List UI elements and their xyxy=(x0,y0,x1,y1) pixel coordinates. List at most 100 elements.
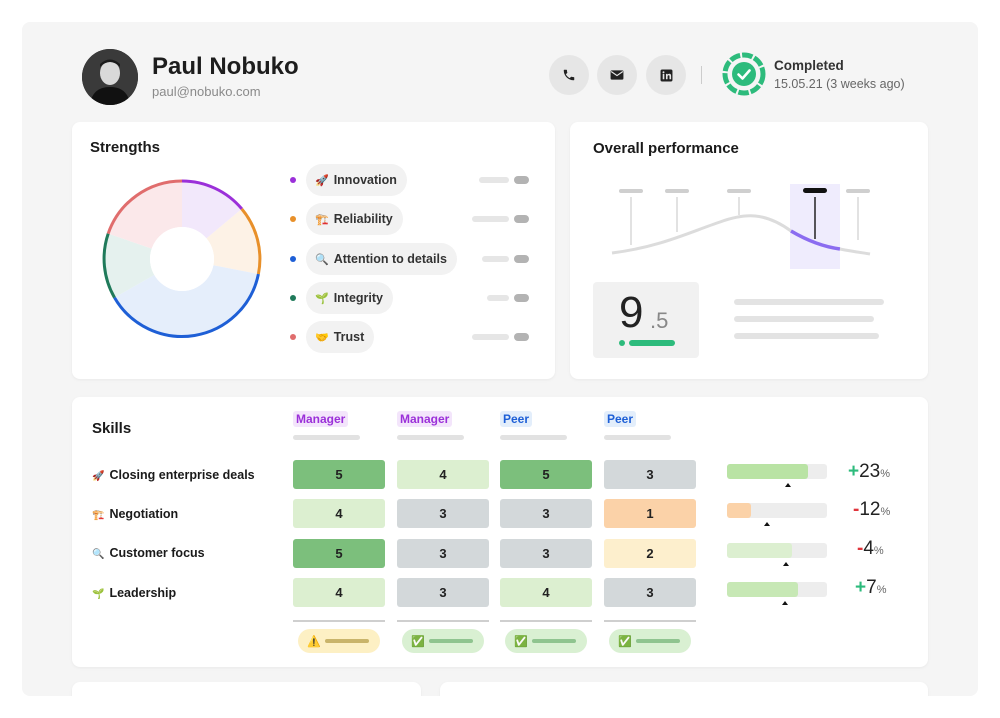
column-status-chip[interactable]: ✅ xyxy=(609,629,691,653)
score-cell[interactable]: 1 xyxy=(604,499,696,528)
column-header-manager: Manager xyxy=(293,411,349,427)
performance-curve-chart xyxy=(611,184,871,269)
skill-delta: +23% xyxy=(848,461,890,483)
placeholder-line xyxy=(734,299,884,305)
status-date: 15.05.21 (3 weeks ago) xyxy=(774,77,905,91)
skill-label-closing-deals: 🚀 Closing enterprise deals xyxy=(92,468,255,482)
seedling-icon: 🌱 xyxy=(315,292,329,305)
rocket-icon: 🚀 xyxy=(92,471,105,482)
score-cell[interactable]: 4 xyxy=(500,578,592,607)
score-cell[interactable]: 4 xyxy=(293,578,385,607)
skill-name: Customer focus xyxy=(109,546,205,560)
warning-icon: ⚠️ xyxy=(307,635,321,648)
status-title: Completed xyxy=(774,58,844,73)
rocket-icon: 🚀 xyxy=(315,174,329,187)
column-separator xyxy=(397,620,489,622)
progress-marker-icon xyxy=(783,562,789,566)
column-header-manager: Manager xyxy=(397,411,453,427)
column-underline xyxy=(397,435,464,440)
strengths-donut-chart xyxy=(102,179,262,338)
skills-title: Skills xyxy=(92,420,132,437)
score-cell[interactable]: 5 xyxy=(293,460,385,489)
delta-sign: + xyxy=(848,461,860,482)
strength-dot xyxy=(290,295,296,301)
strength-tag-trust[interactable]: 🤝 Trust xyxy=(306,321,375,353)
overall-score: 9 .5 xyxy=(593,282,699,358)
placeholder-line xyxy=(734,316,874,322)
phone-button[interactable] xyxy=(549,55,589,95)
score-cell[interactable]: 3 xyxy=(604,578,696,607)
check-icon: ✅ xyxy=(514,635,528,648)
delta-value: 7 xyxy=(866,577,877,598)
seedling-icon: 🌱 xyxy=(92,589,105,600)
score-cell[interactable]: 3 xyxy=(500,499,592,528)
score-cell[interactable]: 5 xyxy=(293,539,385,568)
avatar xyxy=(82,49,138,105)
strength-dot xyxy=(290,216,296,222)
progress-fill xyxy=(727,582,798,597)
skill-delta: -4% xyxy=(857,538,884,560)
strength-knob xyxy=(514,255,529,263)
review-page: Paul Nobuko paul@nobuko.com Completed 15… xyxy=(22,22,978,696)
column-underline xyxy=(500,435,567,440)
linkedin-button[interactable] xyxy=(646,55,686,95)
score-cell[interactable]: 3 xyxy=(397,539,489,568)
skill-label-customer-focus: 🔍 Customer focus xyxy=(92,546,205,560)
column-status-chip[interactable]: ✅ xyxy=(402,629,484,653)
mail-button[interactable] xyxy=(597,55,637,95)
score-cell[interactable]: 3 xyxy=(397,499,489,528)
magnifier-icon: 🔍 xyxy=(315,253,329,266)
chip-placeholder xyxy=(324,639,369,643)
column-status-chip[interactable]: ✅ xyxy=(505,629,587,653)
strength-tag-integrity[interactable]: 🌱 Integrity xyxy=(306,282,394,314)
score-cell[interactable]: 3 xyxy=(500,539,592,568)
delta-value: 12 xyxy=(859,499,881,520)
crane-icon: 🏗️ xyxy=(315,213,329,226)
score-cell[interactable]: 3 xyxy=(604,460,696,489)
delta-unit: % xyxy=(880,506,891,518)
strength-knob xyxy=(514,294,529,302)
strength-knob xyxy=(514,176,529,184)
delta-sign: - xyxy=(853,499,860,520)
skill-progress-bar xyxy=(727,464,827,479)
score-cell[interactable]: 3 xyxy=(397,578,489,607)
delta-value: 4 xyxy=(863,538,874,559)
strength-tag-innovation[interactable]: 🚀 Innovation xyxy=(306,164,407,196)
magnifier-icon: 🔍 xyxy=(92,549,105,560)
delta-value: 23 xyxy=(859,461,881,482)
score-cell[interactable]: 5 xyxy=(500,460,592,489)
strength-bar xyxy=(472,216,509,222)
strength-row-trust: 🤝 Trust xyxy=(72,321,532,353)
bottom-card-right xyxy=(440,682,928,696)
score-cell[interactable]: 2 xyxy=(604,539,696,568)
strength-bar xyxy=(472,334,509,340)
delta-unit: % xyxy=(876,584,887,596)
progress-fill xyxy=(727,503,751,518)
column-separator xyxy=(604,620,696,622)
skill-name: Closing enterprise deals xyxy=(109,468,255,482)
profile-name: Paul Nobuko xyxy=(152,53,299,80)
skill-delta: -12% xyxy=(853,499,890,521)
performance-title: Overall performance xyxy=(593,140,739,157)
column-header-peer: Peer xyxy=(604,411,637,427)
column-status-chip[interactable]: ⚠️ xyxy=(298,629,380,653)
strength-row-innovation: 🚀 Innovation xyxy=(72,164,532,196)
delta-unit: % xyxy=(873,545,884,557)
score-decimal: .5 xyxy=(650,308,669,333)
score-cell[interactable]: 4 xyxy=(397,460,489,489)
linkedin-icon xyxy=(660,69,672,81)
profile-email: paul@nobuko.com xyxy=(152,84,261,99)
skill-label-leadership: 🌱 Leadership xyxy=(92,586,176,600)
score-cell[interactable]: 4 xyxy=(293,499,385,528)
progress-fill xyxy=(727,464,808,479)
strength-dot xyxy=(290,256,296,262)
strength-tag-reliability[interactable]: 🏗️ Reliability xyxy=(306,203,403,235)
column-separator xyxy=(293,620,385,622)
strength-tag-attention-to-details[interactable]: 🔍 Attention to details xyxy=(306,243,457,275)
strength-label: Integrity xyxy=(333,291,384,305)
strength-label: Trust xyxy=(333,330,365,344)
delta-sign: - xyxy=(857,538,864,559)
strength-label: Innovation xyxy=(333,173,397,187)
skill-delta: +7% xyxy=(855,577,886,599)
strength-row-integrity: 🌱 Integrity xyxy=(72,282,532,314)
